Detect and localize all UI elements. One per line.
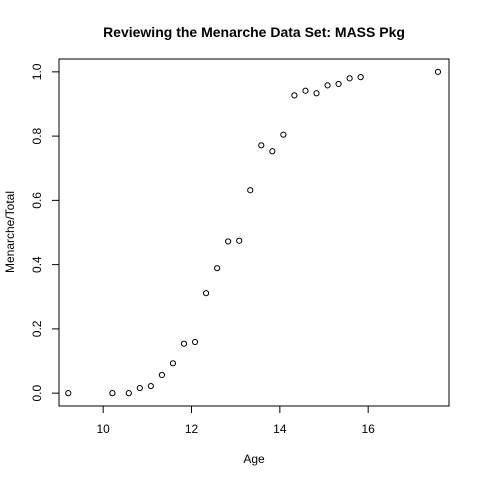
data-point — [125, 390, 132, 397]
chart-title: Reviewing the Menarche Data Set: MASS Pk… — [103, 24, 405, 40]
data-point — [136, 384, 143, 392]
x-tick-label: 14 — [273, 422, 287, 436]
y-tick-label: 0.2 — [30, 320, 44, 337]
data-point — [357, 74, 364, 81]
y-axis: 0.0 0.2 0.4 0.6 0.8 1.0 — [30, 63, 60, 401]
y-axis-label: Menarche/Total — [3, 191, 17, 273]
data-point — [109, 390, 116, 397]
data-point — [269, 148, 276, 155]
data-point — [346, 75, 353, 82]
data-point — [202, 290, 210, 297]
data-point — [302, 87, 309, 94]
plot-frame — [58, 58, 450, 407]
data-point — [147, 382, 154, 390]
data-point — [158, 371, 166, 379]
data-point — [214, 265, 221, 272]
data-point — [258, 142, 265, 149]
data-point — [65, 390, 72, 397]
y-tick-label: 0.8 — [30, 127, 44, 144]
data-point — [247, 187, 254, 194]
data-point — [335, 80, 342, 88]
data-point — [169, 360, 177, 367]
x-tick-label: 10 — [96, 422, 110, 436]
data-point — [291, 92, 298, 99]
data-point — [434, 68, 442, 75]
data-point — [191, 338, 199, 346]
y-tick-label: 1.0 — [30, 63, 44, 80]
data-point — [225, 238, 232, 245]
data-point — [313, 90, 320, 97]
x-tick-label: 16 — [361, 422, 375, 436]
x-axis-label: Age — [243, 452, 265, 466]
y-tick-label: 0.4 — [30, 256, 44, 273]
data-point — [280, 131, 287, 138]
data-point — [180, 340, 188, 347]
x-axis: 10 12 14 16 — [96, 405, 375, 436]
y-tick-label: 0.0 — [30, 384, 44, 401]
data-point — [324, 82, 331, 89]
y-tick-label: 0.6 — [30, 192, 44, 209]
data-point — [236, 237, 243, 244]
x-tick-label: 12 — [185, 422, 199, 436]
data-points — [65, 68, 442, 397]
